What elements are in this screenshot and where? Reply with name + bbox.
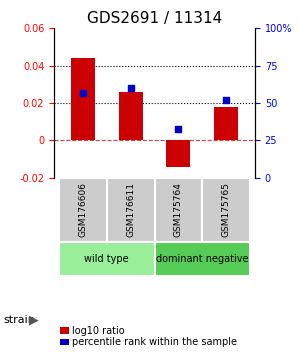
FancyBboxPatch shape [154, 178, 202, 242]
Bar [118, 92, 142, 141]
Title: GDS2691 / 11314: GDS2691 / 11314 [87, 11, 222, 26]
Text: GSM176611: GSM176611 [126, 182, 135, 238]
FancyBboxPatch shape [59, 242, 154, 276]
Text: strain: strain [3, 315, 35, 325]
Text: GSM175765: GSM175765 [222, 182, 231, 238]
Point [176, 126, 181, 131]
Bar [71, 58, 95, 141]
Text: wild type: wild type [84, 254, 129, 264]
Point [224, 97, 229, 103]
Text: GSM176606: GSM176606 [78, 182, 87, 238]
Point [128, 85, 133, 91]
Bar [214, 107, 238, 141]
Text: log10 ratio: log10 ratio [72, 326, 124, 336]
FancyBboxPatch shape [202, 178, 250, 242]
Text: percentile rank within the sample: percentile rank within the sample [72, 337, 237, 347]
FancyBboxPatch shape [154, 242, 250, 276]
FancyBboxPatch shape [106, 178, 154, 242]
FancyBboxPatch shape [59, 178, 106, 242]
Bar [167, 141, 191, 167]
Text: ▶: ▶ [28, 314, 38, 327]
Text: GSM175764: GSM175764 [174, 182, 183, 237]
Text: dominant negative: dominant negative [156, 254, 249, 264]
Point [80, 90, 85, 96]
